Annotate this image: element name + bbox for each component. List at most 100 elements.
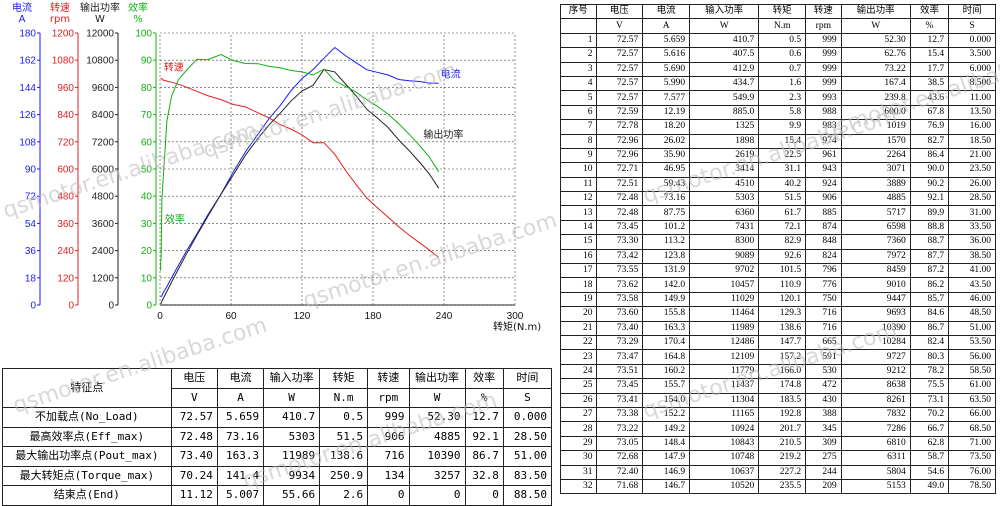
table-cell: 11437 — [689, 378, 760, 394]
key-cell: 0 — [408, 485, 466, 506]
table-cell: 75.5 — [909, 378, 950, 394]
table-cell: 412.9 — [689, 61, 760, 77]
table-cell: 9.9 — [758, 119, 807, 135]
y-tick-label: 180 — [19, 29, 36, 40]
table-cell: 72.59 — [595, 104, 644, 121]
table-unit-cell: W — [689, 18, 760, 34]
table-row: 29 73.05 148.4 10843 210.5 309 6810 62.8 71.00 — [560, 435, 996, 452]
table-cell: 170.4 — [642, 334, 691, 351]
table-cell: 142.0 — [642, 277, 691, 293]
table-cell: 345 — [805, 421, 842, 437]
key-unit-cell: W — [263, 387, 321, 408]
key-cell: 9934 — [263, 465, 321, 486]
table-cell: 72.48 — [595, 205, 644, 221]
table-cell: 9693 — [840, 306, 911, 322]
table-row: 15 73.30 113.2 8300 82.9 848 7360 88.7 36.00 — [560, 234, 996, 250]
table-cell: 4 — [560, 75, 597, 92]
table-cell: 78.2 — [909, 363, 950, 380]
key-points-table: 特征点 电压 电流 输入功率 转矩 转速 输出功率 效率 时间 V A W N.m rpm W% S 不加载点(… — [2, 368, 553, 506]
table-cell: 6810 — [840, 435, 911, 452]
y-tick-label: 2400 — [92, 246, 115, 257]
table-cell: 6598 — [840, 219, 911, 236]
table-cell: 11779 — [689, 363, 760, 380]
table-cell: 61.7 — [758, 205, 807, 221]
table-cell: 16 — [560, 248, 597, 265]
y-tick-label: 0 — [68, 301, 74, 312]
table-cell: 86.7 — [909, 320, 950, 336]
table-row: 31 72.40 146.9 10637 227.2 244 5804 54.6 76.00 — [560, 464, 996, 480]
table-cell: 11464 — [689, 306, 760, 322]
table-row: 23 73.47 164.8 12109 157.2 591 9727 80.3 56.00 — [560, 349, 996, 365]
y-tick-label: 144 — [19, 83, 36, 94]
series-line — [160, 53, 440, 271]
table-header-cell: 电流 — [642, 3, 691, 20]
table-cell: 874 — [805, 219, 842, 236]
table-cell: 11 — [560, 176, 597, 193]
key-cell: 2.6 — [319, 485, 369, 506]
table-cell: 51.00 — [948, 320, 996, 336]
table-cell: 35.90 — [642, 147, 691, 164]
table-cell: 52.30 — [840, 32, 911, 49]
table-cell: 4510 — [689, 176, 760, 193]
key-cell: 52.30 — [408, 407, 466, 428]
table-row: 13 72.48 87.75 6360 61.7 885 5717 89.9 31.00 — [560, 205, 996, 221]
table-cell: 10284 — [840, 334, 911, 351]
y-tick-label: 162 — [19, 56, 36, 67]
table-cell: 22 — [560, 334, 597, 351]
table-cell: 1.6 — [758, 75, 807, 92]
table-cell: 530 — [805, 363, 842, 380]
table-cell: 9702 — [689, 263, 760, 279]
y-axis-label: 电流 — [12, 1, 32, 14]
table-cell: 209 — [805, 478, 842, 495]
table-cell: 12 — [560, 191, 597, 207]
table-cell: 46.00 — [948, 291, 996, 308]
x-tick-label: 0 — [157, 311, 163, 322]
table-cell: 10924 — [689, 421, 760, 437]
key-cell: 11.12 — [170, 485, 218, 506]
key-row: 最高效率点(Eff_max) 72.48 73.16 5303 51.5 906 4885 9… — [2, 426, 553, 447]
table-cell: 84.6 — [909, 306, 950, 322]
table-cell: 58.50 — [948, 363, 996, 380]
table-cell: 38.50 — [948, 248, 996, 265]
table-cell: 73.1 — [909, 392, 950, 408]
table-cell: 7431 — [689, 219, 760, 236]
table-row: 12 72.48 73.16 5303 51.5 906 4885 92.1 28.50 — [560, 191, 996, 207]
table-cell: 59.43 — [642, 176, 691, 193]
table-cell: 71.68 — [595, 478, 644, 495]
table-cell: 28 — [560, 421, 597, 437]
table-cell: 89.9 — [909, 205, 950, 221]
table-cell: 716 — [805, 320, 842, 336]
table-cell: 0.6 — [758, 47, 807, 63]
table-cell: 48.50 — [948, 306, 996, 322]
table-cell: 5303 — [689, 191, 760, 207]
table-cell: 87.2 — [909, 263, 950, 279]
table-cell: 848 — [805, 234, 842, 250]
y-tick-label: 840 — [57, 110, 74, 121]
table-cell: 43.6 — [909, 90, 950, 106]
key-cell: 3257 — [408, 465, 466, 486]
series-label: 电流 — [441, 67, 461, 80]
y-tick-label: 720 — [57, 137, 74, 148]
key-cell: 12.7 — [464, 407, 504, 428]
table-cell: 73.30 — [595, 234, 644, 250]
table-unit-cell — [560, 18, 597, 34]
key-cell: 163.3 — [216, 446, 265, 467]
y-tick-label: 0 — [108, 301, 114, 312]
y-tick-label: 480 — [57, 192, 74, 203]
table-cell: 82.7 — [909, 133, 950, 149]
table-cell: 88.8 — [909, 219, 950, 236]
table-row: 22 73.29 170.4 12486 147.7 665 10284 82.4 53.50 — [560, 334, 996, 351]
key-unit-cell: V — [170, 387, 218, 408]
y-axis-unit: A — [19, 14, 26, 25]
table-cell: 5804 — [840, 464, 911, 480]
table-row: 11 72.51 59.43 4510 40.2 924 3889 90.2 26.00 — [560, 176, 996, 193]
table-row: 27 73.38 152.2 11165 192.8 388 7832 70.2 66.00 — [560, 406, 996, 423]
key-row: 结束点(End) 11.12 5.007 55.66 2.6 0 0 0 88.50 — [2, 485, 553, 506]
table-cell: 72.96 — [595, 133, 644, 149]
table-cell: 776 — [805, 277, 842, 293]
table-cell: 11165 — [689, 406, 760, 423]
table-cell: 73.05 — [595, 435, 644, 452]
table-cell: 21.00 — [948, 147, 996, 164]
series-label: 转速 — [164, 61, 184, 74]
table-cell: 26 — [560, 392, 597, 408]
